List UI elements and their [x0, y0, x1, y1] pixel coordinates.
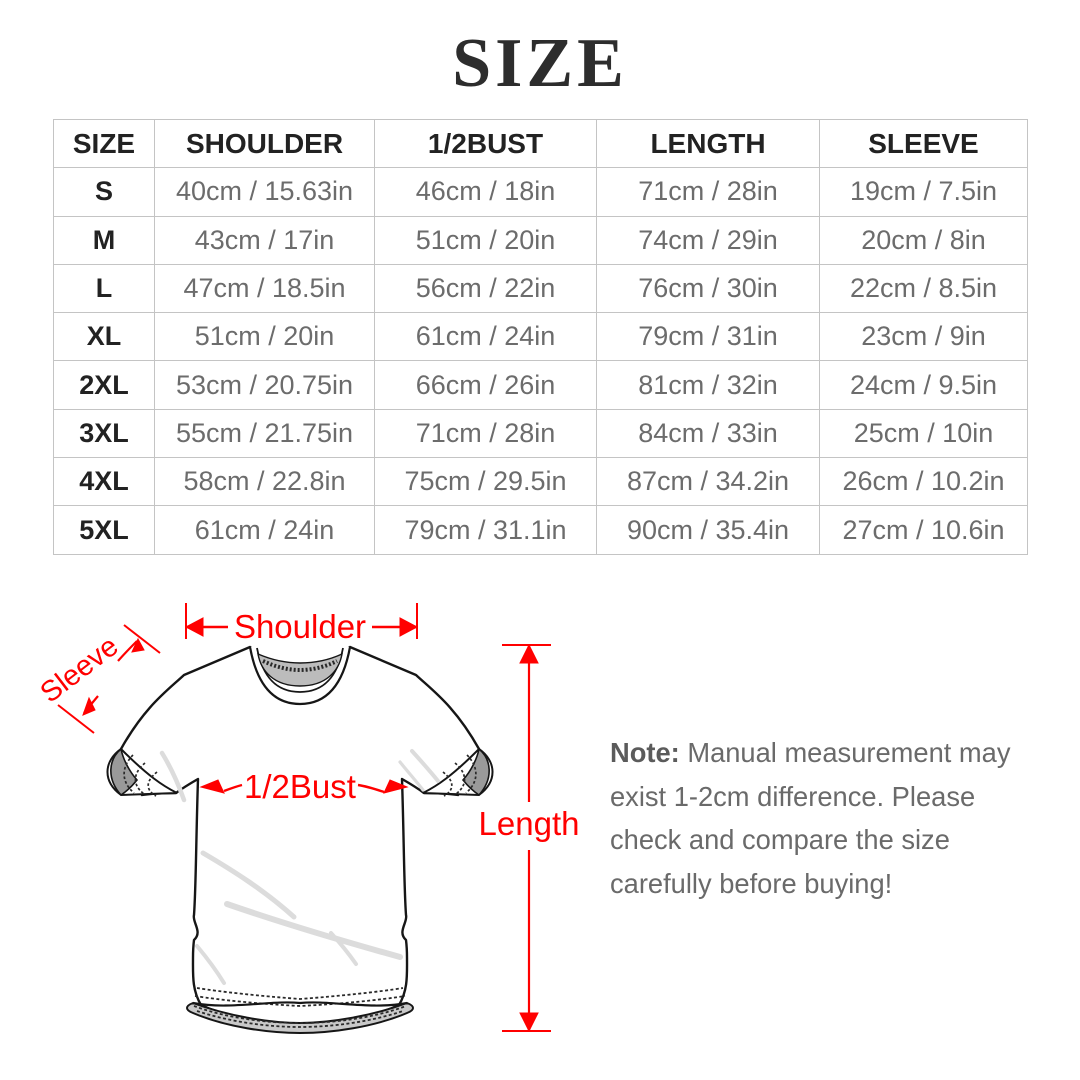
svg-text:Length: Length	[479, 805, 580, 842]
svg-text:Sleeve: Sleeve	[35, 630, 125, 709]
svg-text:1/2Bust: 1/2Bust	[244, 768, 356, 805]
svg-text:Shoulder: Shoulder	[234, 608, 366, 645]
